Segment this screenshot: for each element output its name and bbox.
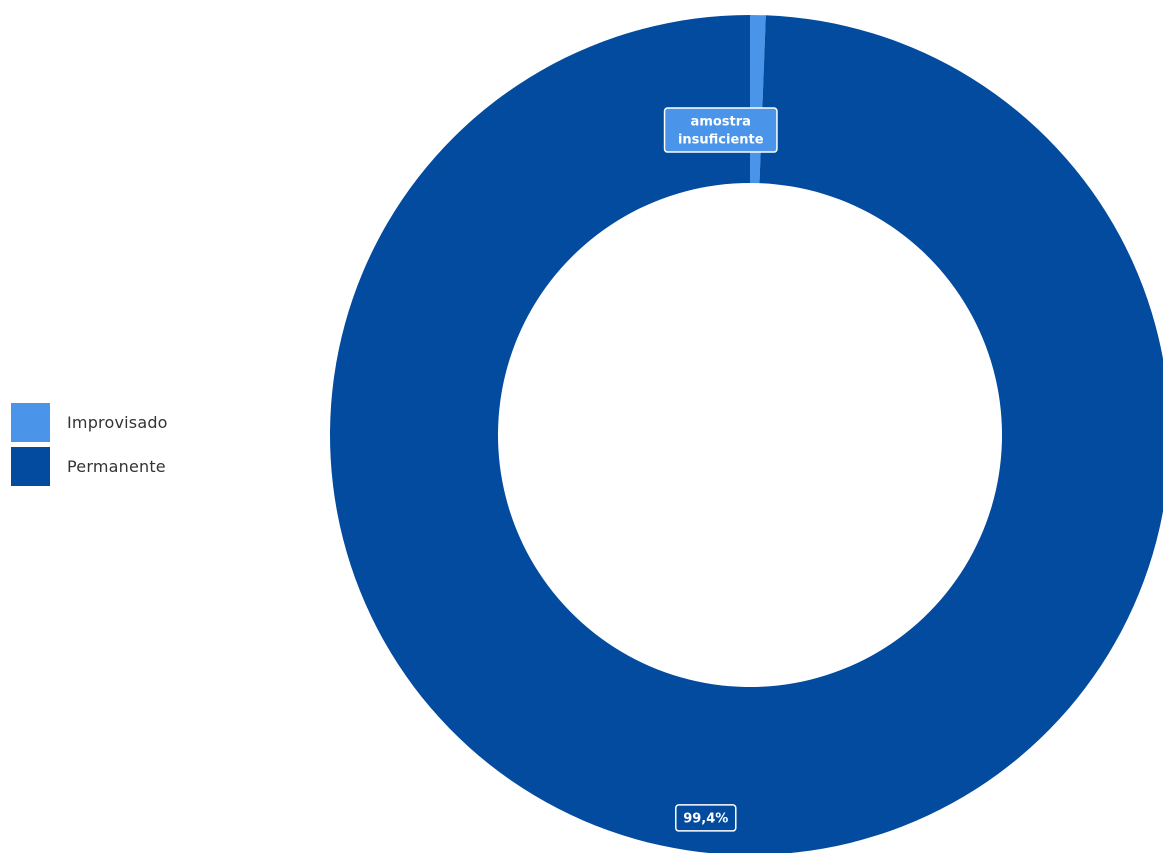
legend-swatch-permanente — [11, 447, 50, 486]
legend-swatch-improvisado — [11, 403, 50, 442]
legend-label-improvisado: Improvisado — [67, 413, 168, 432]
data-label-text: 99,4% — [683, 812, 728, 827]
data-label-improvisado: amostra insuficiente — [665, 108, 777, 152]
legend-item-improvisado[interactable]: Improvisado — [11, 402, 168, 442]
legend-item-permanente[interactable]: Permanente — [11, 446, 168, 486]
legend-label-permanente: Permanente — [67, 457, 166, 476]
data-label-permanente: 99,4% — [676, 805, 736, 831]
chart-legend: Improvisado Permanente — [11, 402, 168, 490]
data-label-text: insuficiente — [678, 133, 764, 148]
data-label-text: amostra — [691, 115, 751, 130]
